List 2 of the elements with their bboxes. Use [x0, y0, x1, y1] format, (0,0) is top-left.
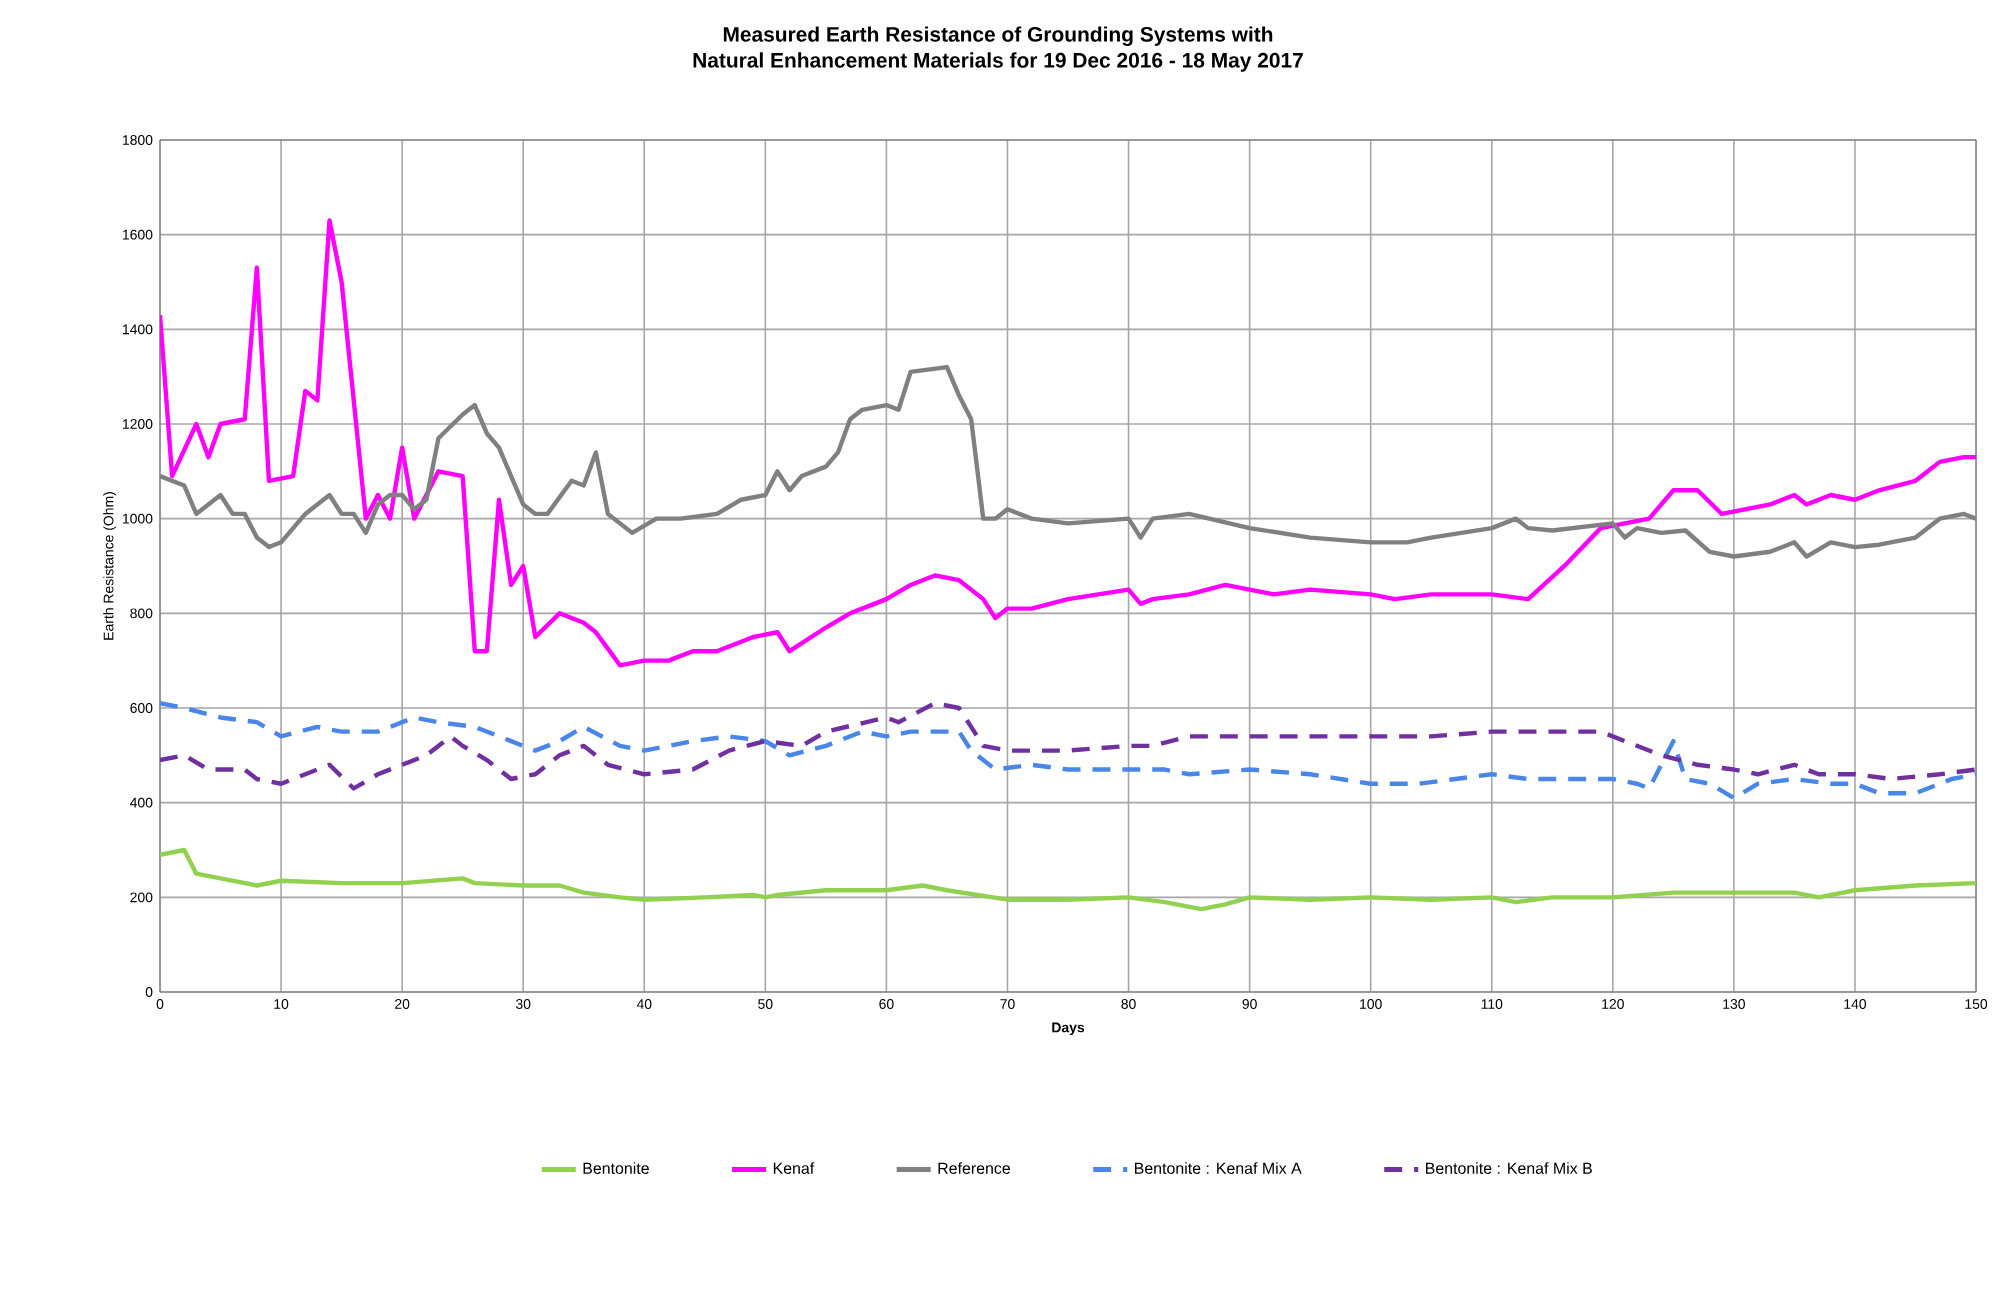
line-series: [160, 365, 1977, 559]
chart-title: Measured Earth Resistance of Grounding Systems with Natural Enhancement Materials for 19 Dec 2016 - 18 May 2017: [693, 26, 1303, 72]
